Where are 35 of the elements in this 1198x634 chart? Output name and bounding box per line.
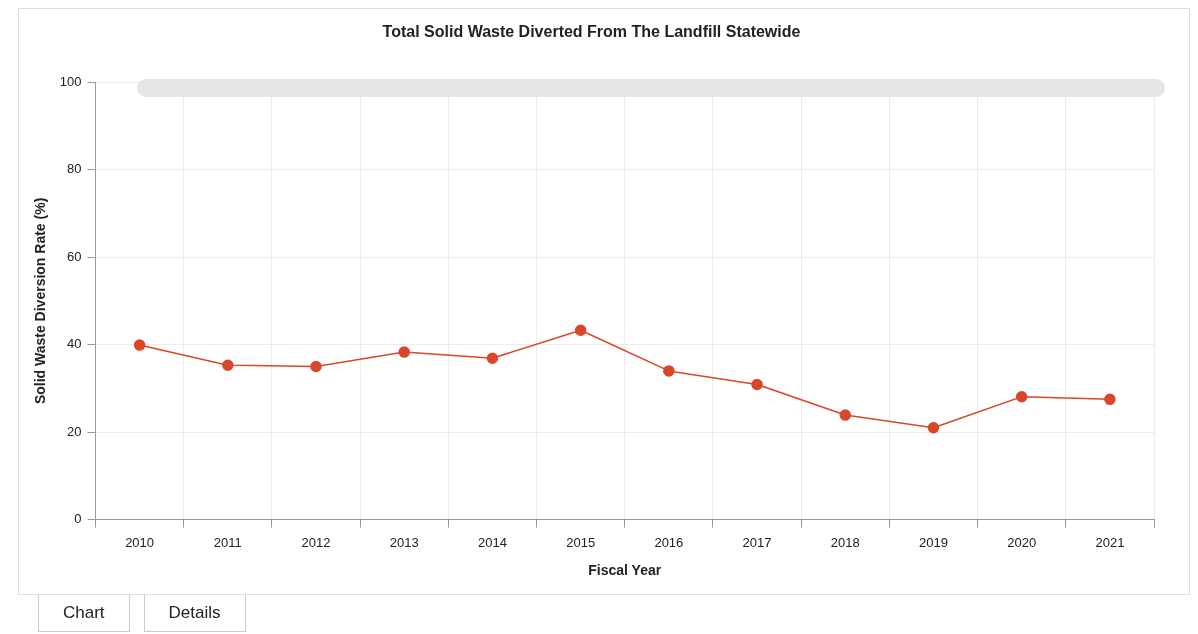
text: Details [143, 595, 246, 632]
point [663, 365, 675, 377]
x-tick-label: 2015 [566, 534, 596, 550]
y-tick-label: 80 [67, 161, 82, 177]
x-tick-label: 2021 [1095, 534, 1125, 550]
y-axis-title: Solid Waste Diversion Rate (%) [32, 197, 49, 405]
y-tick-label: 60 [67, 248, 82, 264]
point [133, 339, 146, 351]
point [1015, 390, 1028, 403]
y-tick-label: 40 [67, 336, 82, 352]
x-tick-label: 2018 [830, 534, 860, 550]
point [1104, 393, 1116, 406]
x-tick-label: 2017 [742, 534, 772, 550]
chart-title: Total Solid Waste Diverted From The Landfill Statewide [382, 23, 801, 41]
point [310, 360, 322, 373]
x-tick-label: 2012 [301, 534, 331, 550]
y-tick-label: 100 [59, 73, 82, 89]
point [486, 352, 499, 364]
point [222, 359, 234, 371]
x-tick-label: 2014 [477, 534, 507, 550]
x-axis-title: Fiscal Year [588, 562, 662, 579]
y-tick-label: 0 [74, 511, 82, 527]
point [751, 378, 763, 391]
point [574, 324, 587, 336]
x-tick-label: 2011 [213, 534, 242, 550]
point [398, 346, 410, 358]
x-tick-label: 2020 [1007, 534, 1037, 550]
x-tick-label: 2013 [389, 534, 419, 550]
x-tick-label: 2019 [919, 534, 948, 550]
point [839, 409, 852, 421]
text: Chart [38, 595, 130, 632]
point [927, 422, 940, 434]
x-tick-label: 2016 [654, 534, 684, 550]
x-tick-label: 2010 [125, 534, 155, 550]
y-tick-label: 20 [67, 423, 82, 439]
